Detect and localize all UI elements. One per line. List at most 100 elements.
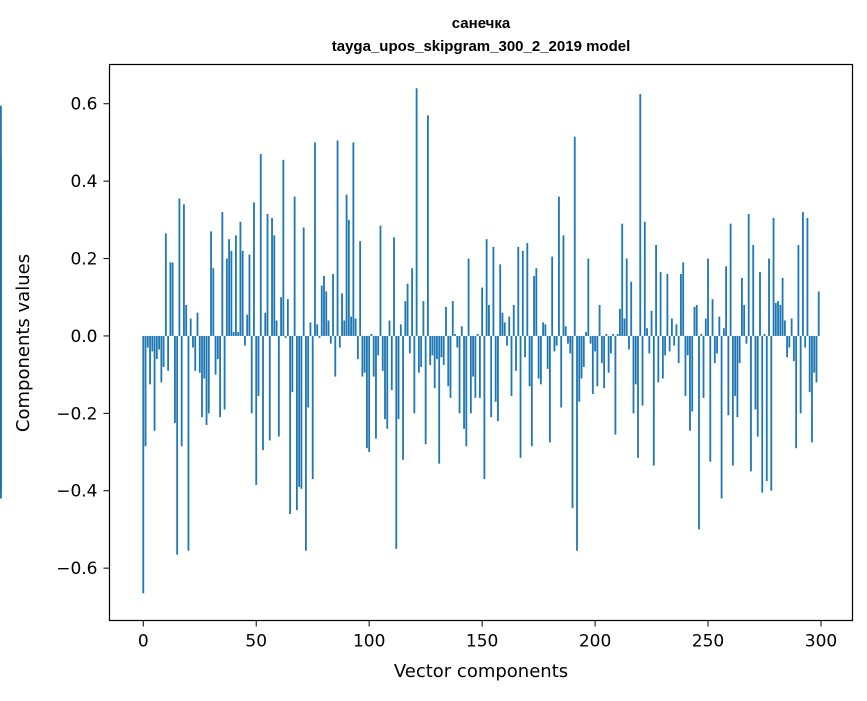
- bar-90: [345, 194, 348, 336]
- bar-64: [286, 299, 289, 336]
- bar-211: [619, 308, 621, 336]
- x-axis-label: Vector components: [394, 661, 568, 682]
- bar-93: [352, 142, 355, 336]
- bar-298: [815, 335, 818, 383]
- bar-183: [555, 335, 558, 346]
- bar-undefined: [0, 335, 2, 483]
- bar-67: [293, 196, 296, 336]
- bar-257: [722, 328, 725, 336]
- bar-23: [194, 335, 197, 371]
- bar-117: [406, 283, 409, 336]
- bar-176: [539, 335, 542, 385]
- bar-277: [768, 258, 770, 336]
- bar-103: [375, 335, 377, 439]
- bar-186: [562, 235, 565, 336]
- bar-246: [698, 335, 700, 530]
- bar-179: [546, 335, 549, 369]
- bar-58: [273, 235, 276, 336]
- bar-73: [307, 335, 310, 408]
- bar-181: [551, 256, 554, 336]
- bar-149: [478, 335, 481, 398]
- bar-147: [474, 335, 477, 398]
- bar-241: [686, 335, 689, 356]
- bar-284: [783, 320, 786, 336]
- bar-11: [167, 335, 170, 371]
- bar-85: [334, 335, 337, 377]
- bar-245: [695, 304, 698, 336]
- bar-269: [750, 335, 752, 472]
- bar-80: [323, 275, 325, 336]
- bar-213: [623, 318, 626, 336]
- bar-41: [234, 235, 237, 336]
- bar-120: [413, 335, 416, 414]
- bar-209: [614, 335, 617, 435]
- chart-subtitle: tayga_upos_skipgram_300_2_2019 model: [332, 38, 631, 55]
- bar-184: [558, 196, 560, 336]
- bar-17: [180, 335, 183, 447]
- bar-2: [146, 335, 149, 348]
- bar-21: [189, 318, 192, 336]
- bar-266: [743, 304, 746, 336]
- bar-195: [582, 335, 585, 367]
- bar-240: [684, 335, 687, 396]
- chart-title: санечка: [452, 15, 511, 32]
- bar-267: [745, 335, 748, 344]
- bar-193: [578, 335, 581, 402]
- bar-66: [291, 335, 294, 393]
- bar-91: [347, 219, 350, 336]
- x-tick-label-0: 0: [138, 632, 149, 652]
- bar-94: [354, 318, 357, 336]
- bar-109: [388, 320, 391, 336]
- bar-130: [436, 335, 438, 360]
- bar-220: [639, 94, 642, 336]
- bar-5: [153, 335, 156, 431]
- bar-236: [675, 324, 678, 336]
- bar-100: [368, 335, 371, 453]
- y-tick-label-2: −0.2: [56, 404, 97, 424]
- bar-42: [237, 332, 240, 336]
- bar-290: [797, 245, 800, 336]
- axes-group: 0 50 100 150 200 250 300 −0.6 −0.4 −0.2 0.0 0.2 0.4 0…: [56, 95, 837, 652]
- bar-243: [691, 335, 694, 412]
- bar-47: [248, 254, 251, 336]
- bar-126: [427, 115, 429, 336]
- bar-27: [203, 335, 206, 379]
- bar-225: [650, 310, 653, 336]
- bar-274: [761, 335, 764, 493]
- bar-208: [612, 334, 615, 336]
- bar-197: [587, 258, 590, 336]
- bar-250: [707, 258, 709, 336]
- bar-77: [316, 324, 319, 336]
- bar-254: [716, 335, 718, 354]
- bar-207: [609, 335, 612, 354]
- bar-82: [327, 320, 330, 336]
- bar-65: [289, 335, 292, 514]
- bar-155: [492, 246, 495, 336]
- bar-101: [370, 334, 373, 336]
- bar-231: [664, 335, 667, 356]
- bar-261: [731, 335, 734, 466]
- bar-168: [521, 250, 524, 336]
- bar-293: [804, 335, 807, 348]
- bar-36: [223, 335, 226, 410]
- bar-97: [361, 335, 364, 377]
- bar-62: [282, 159, 285, 336]
- bar-131: [438, 335, 441, 464]
- bar-239: [682, 262, 685, 336]
- bar-132: [440, 335, 443, 358]
- bar-128: [431, 335, 434, 356]
- bar-152: [485, 239, 488, 336]
- bar-154: [490, 335, 493, 418]
- bar-129: [433, 335, 436, 389]
- bar-35: [221, 212, 224, 336]
- bar-43: [239, 221, 242, 336]
- y-tick-label-3: 0.0: [70, 327, 97, 347]
- bar-287: [790, 318, 793, 336]
- bar-295: [808, 335, 811, 393]
- bar-136: [449, 335, 452, 398]
- bar-228: [657, 335, 660, 383]
- bar-190: [571, 335, 574, 509]
- bar-171: [528, 335, 531, 387]
- bar-248: [702, 335, 705, 398]
- bar-46: [246, 314, 249, 336]
